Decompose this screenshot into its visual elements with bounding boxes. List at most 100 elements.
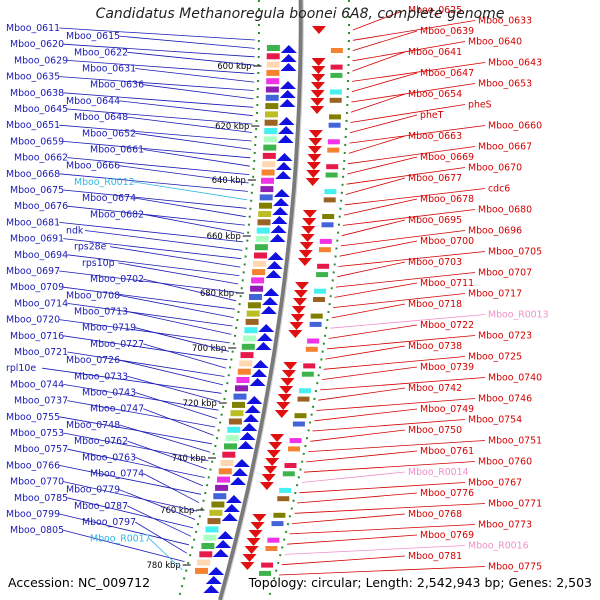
gene-leader-line — [63, 384, 219, 411]
forward-gene-arrow — [203, 585, 220, 593]
gene-label: Mboo_0719 — [82, 323, 136, 334]
cog-block-forward — [237, 368, 251, 375]
gene-label: Mboo_0776 — [420, 488, 474, 499]
forward-gene-arrow — [277, 135, 294, 143]
gene-label: Mboo_0753 — [10, 428, 64, 439]
gene-leader-line — [67, 108, 253, 125]
gene-label: Mboo_0723 — [478, 331, 532, 342]
cog-block-reverse — [325, 172, 338, 178]
gene-label: Mboo_0737 — [14, 396, 68, 407]
gene-leader-line — [299, 482, 466, 494]
gene-label: ndk — [66, 226, 84, 237]
gene-label: Mboo_0757 — [14, 444, 68, 455]
reverse-gene-arrow — [307, 146, 322, 154]
gene-leader-line — [327, 335, 476, 350]
gene-leader-line — [127, 311, 232, 335]
cog-block-forward — [251, 277, 265, 284]
gene-label: Mboo_0696 — [468, 226, 522, 237]
gene-label: Mboo_0651 — [6, 120, 60, 131]
gene-label: Mboo_0670 — [468, 163, 522, 174]
gene-leader-line — [352, 62, 486, 82]
gene-leader-line — [325, 345, 406, 360]
forward-gene-arrow — [231, 468, 248, 476]
cog-block-reverse — [313, 297, 325, 302]
forward-gene-arrow — [242, 414, 259, 422]
gene-label: Mboo_0636 — [90, 80, 144, 91]
gene-label: Mboo_0711 — [420, 278, 474, 289]
cog-block-forward — [233, 393, 247, 400]
reverse-gene-arrow — [310, 98, 325, 106]
cog-block-reverse — [259, 570, 271, 576]
forward-gene-arrow — [265, 270, 282, 278]
scale-tick-label: 620 kbp — [215, 121, 249, 131]
cog-block-reverse — [297, 396, 310, 402]
cog-block-reverse — [279, 487, 292, 493]
gene-leader-line — [63, 481, 198, 512]
gene-leader-line — [301, 471, 406, 483]
cog-block-reverse — [327, 139, 340, 145]
reverse-gene-arrow — [248, 530, 263, 538]
gene-label: Mboo_0717 — [468, 289, 522, 300]
gene-leader-line — [344, 188, 486, 206]
reverse-gene-arrow — [259, 482, 274, 490]
gene-leader-line — [306, 450, 418, 463]
gene-label: Mboo_0773 — [478, 520, 532, 531]
gene-leader-line — [316, 398, 476, 411]
reverse-gene-arrow — [297, 258, 312, 266]
gene-leader-line — [143, 84, 254, 100]
gene-label: Mboo_0746 — [478, 394, 532, 405]
cog-block-reverse — [303, 363, 316, 369]
gene-label: Mboo_0652 — [82, 128, 136, 139]
gene-label: Mboo_0691 — [10, 234, 64, 245]
cog-block-forward — [201, 543, 215, 549]
gene-label: Mboo_0695 — [408, 215, 462, 226]
reverse-gene-arrow — [306, 162, 321, 170]
cog-block-forward — [262, 152, 276, 159]
gene-leader-line — [312, 419, 466, 432]
cog-block-forward — [241, 343, 255, 350]
forward-gene-arrow — [225, 495, 242, 503]
reverse-gene-arrow — [280, 378, 295, 386]
genome-backbone-highlight — [221, 0, 304, 600]
forward-gene-arrow — [278, 126, 295, 134]
genome-backbone — [218, 0, 304, 600]
gene-leader-line — [67, 448, 205, 478]
cog-block-reverse — [324, 189, 337, 195]
forward-gene-arrow — [229, 477, 246, 485]
gene-label: Mboo_0716 — [10, 331, 64, 342]
gene-leader-line — [127, 505, 192, 537]
reverse-gene-arrow — [302, 218, 317, 226]
gene-leader-line — [59, 222, 244, 243]
forward-gene-arrow — [233, 459, 250, 467]
forward-gene-arrow — [208, 567, 225, 575]
reverse-gene-arrow — [270, 434, 285, 442]
reverse-gene-arrow — [311, 66, 326, 74]
gene-label: Mboo_0775 — [488, 562, 542, 573]
gene-label: Mboo_0676 — [14, 201, 68, 212]
cog-block-reverse — [330, 48, 343, 53]
forward-gene-arrow — [271, 216, 288, 224]
gene-leader-line — [303, 461, 476, 473]
cog-block-reverse — [326, 164, 339, 170]
gene-label: Mboo_0799 — [6, 509, 60, 520]
gene-label: Mboo_0805 — [10, 525, 64, 536]
cog-block-reverse — [329, 114, 341, 120]
gene-label: Mboo_0739 — [420, 362, 474, 373]
cog-block-forward — [263, 136, 277, 143]
gene-label: Mboo_0787 — [74, 501, 128, 512]
gene-leader-line — [135, 68, 255, 83]
reverse-gene-arrow — [301, 226, 316, 234]
gene-leader-line — [63, 286, 235, 310]
cog-block-forward — [262, 161, 276, 168]
reverse-gene-arrow — [305, 178, 320, 186]
forward-gene-arrow — [279, 90, 296, 98]
cog-block-forward — [255, 235, 269, 242]
gene-leader-line — [279, 566, 486, 576]
gene-leader-line — [320, 377, 486, 391]
gene-leader-line — [118, 262, 239, 285]
cog-block-forward — [203, 534, 217, 541]
gene-leader-line — [340, 230, 466, 247]
cog-block-forward — [249, 294, 262, 300]
gene-leader-line — [143, 213, 245, 234]
gene-label: Mboo_R0014 — [408, 467, 469, 478]
